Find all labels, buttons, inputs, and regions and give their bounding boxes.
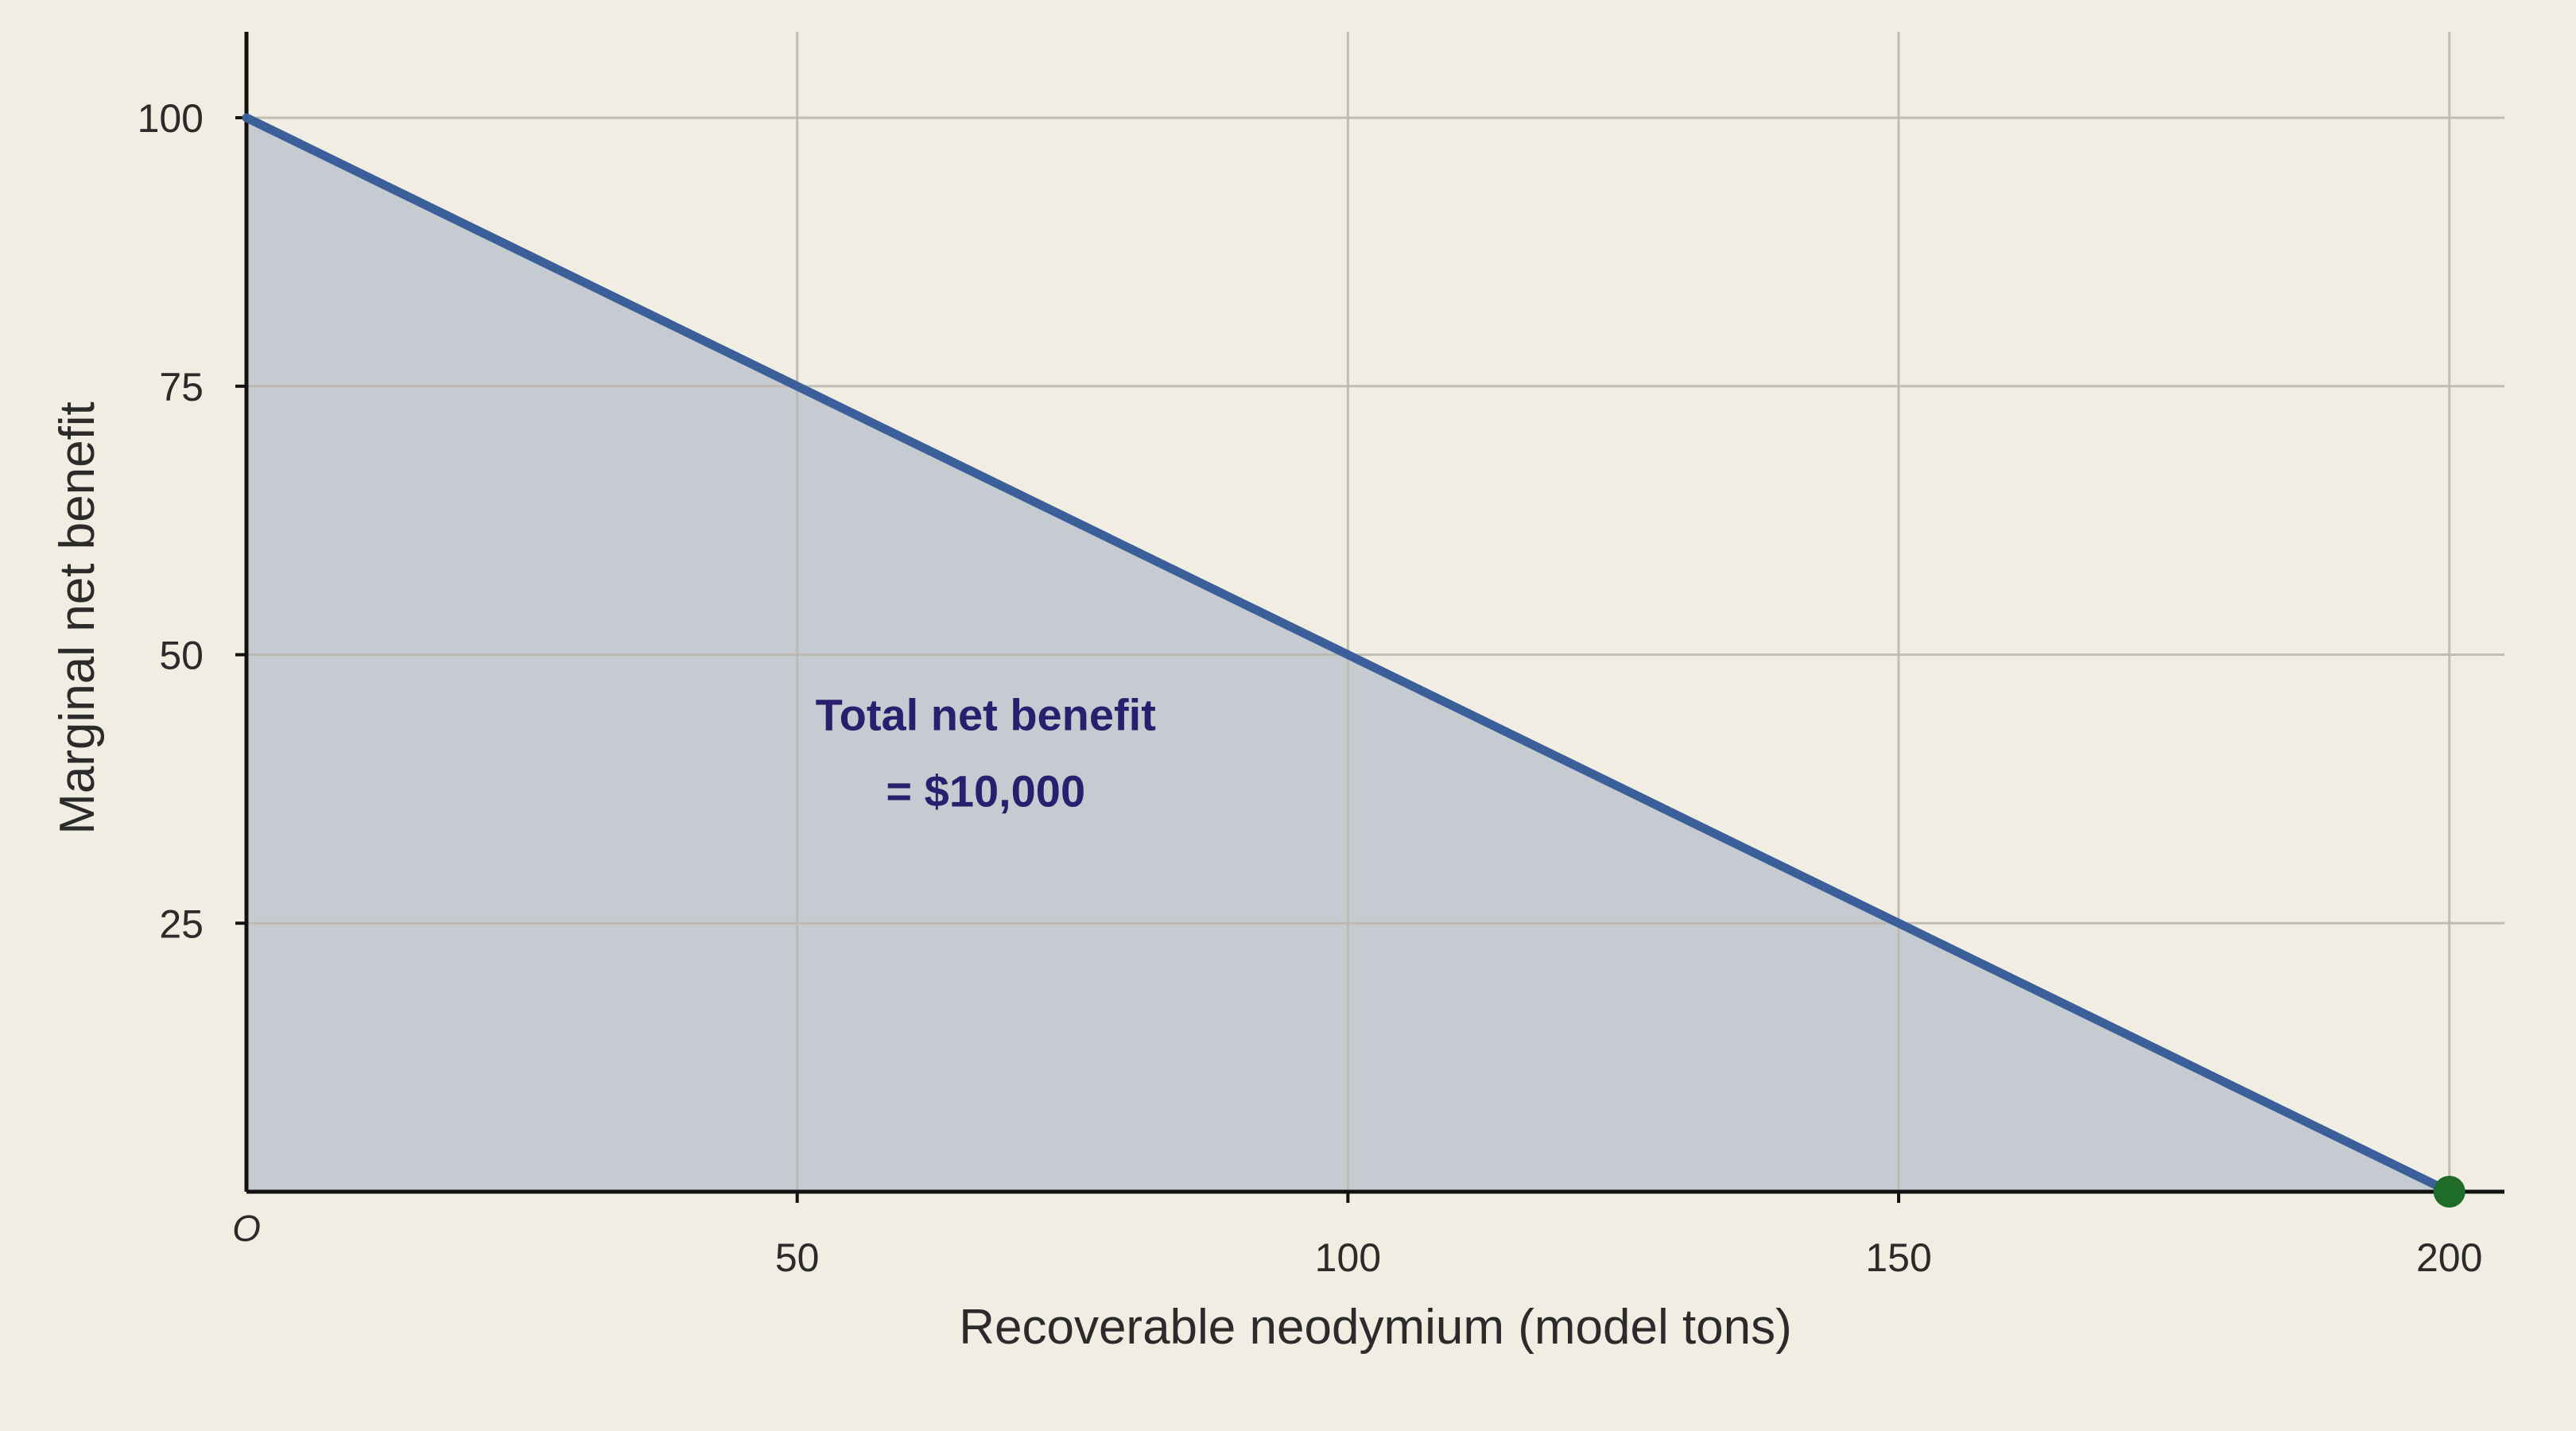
annotation-line-1: Total net benefit — [816, 690, 1156, 740]
tick-labels: 50 100 150 200 25 50 75 100 — [138, 96, 2483, 1280]
y-tick-label: 75 — [159, 365, 204, 409]
y-tick-label: 50 — [159, 634, 204, 678]
series-line — [242, 113, 2454, 1196]
y-tick-label: 25 — [159, 902, 204, 946]
x-tick-label: 100 — [1315, 1235, 1381, 1280]
end-point-marker — [2433, 1176, 2465, 1208]
x-tick-label: 150 — [1865, 1235, 1931, 1280]
axes — [235, 32, 2504, 1203]
grid-lines — [246, 32, 2504, 1192]
origin-label: O — [232, 1208, 261, 1249]
x-tick-label: 50 — [775, 1235, 820, 1280]
x-axis-title: Recoverable neodymium (model tons) — [959, 1300, 1792, 1355]
annotation-line-2: = $10,000 — [886, 766, 1085, 816]
labels: Recoverable neodymium (model tons) Margi… — [50, 401, 1792, 1355]
y-tick-label: 100 — [138, 96, 204, 141]
x-tick-label: 200 — [2416, 1235, 2482, 1280]
series-layer — [242, 113, 2465, 1208]
y-axis-title: Marginal net benefit — [50, 401, 105, 835]
